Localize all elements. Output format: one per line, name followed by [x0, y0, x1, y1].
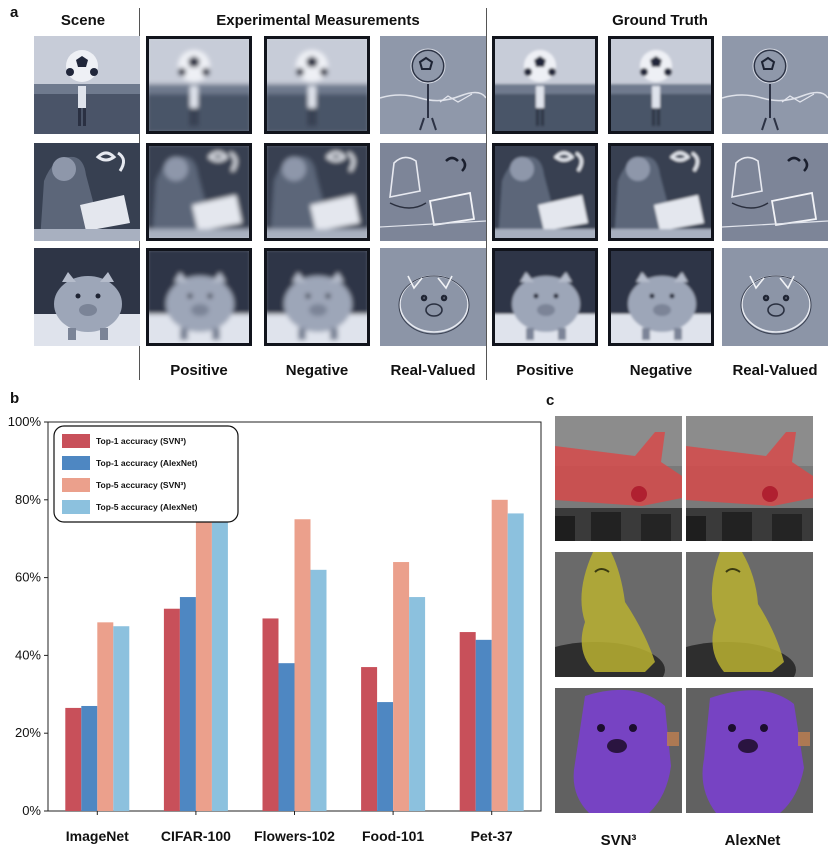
bar-pet-37-series-3 [507, 513, 524, 811]
image-tile-piggy-exp-real-valued [380, 248, 486, 346]
panel-b-label: b [10, 390, 20, 407]
legend-swatch-0 [62, 434, 90, 448]
bar-imagenet-series-3 [113, 626, 130, 811]
legend-box [53, 425, 239, 523]
x-tick-label: ImageNet [66, 828, 129, 844]
legend-swatch-2 [62, 478, 90, 492]
image-tile-laptop-exp-positive [146, 143, 252, 241]
image-tile-laptop-exp-negative [264, 143, 370, 241]
bar-flowers-102-series-3 [310, 569, 327, 811]
legend-swatch-1 [62, 456, 90, 470]
bar-cifar-100-series-2 [195, 503, 212, 811]
image-tile-laptop-scene [34, 143, 140, 241]
x-tick-label: Food-101 [362, 828, 424, 844]
image-tile-soccer-scene [34, 36, 140, 134]
legend-label-3: Top-5 accuracy (AlexNet) [96, 502, 198, 512]
bar-food-101-series-1 [377, 702, 394, 811]
x-tick-label: CIFAR-100 [161, 828, 231, 844]
bar-imagenet-series-0 [65, 707, 82, 811]
separator-ground-truth [486, 8, 487, 380]
image-tile-soccer-gt-real-valued [722, 36, 828, 134]
legend-label-1: Top-1 accuracy (AlexNet) [96, 458, 198, 468]
y-tick-label: 20% [15, 725, 41, 740]
col-label-negative-exp: Negative [285, 362, 349, 379]
seg-col-label-svn: SVN³ [600, 832, 637, 849]
experimental-measurements-title: Experimental Measurements [216, 12, 420, 29]
bar-food-101-series-0 [361, 667, 378, 811]
bar-pet-37-series-2 [491, 499, 508, 811]
bar-pet-37-series-0 [459, 632, 476, 811]
bar-pet-37-series-1 [475, 639, 492, 811]
segmentation-tile-airplane-alexnet [686, 416, 813, 541]
bar-food-101-series-3 [409, 597, 426, 811]
image-tile-laptop-exp-real-valued [380, 143, 486, 241]
bar-food-101-series-2 [393, 562, 410, 811]
segmentation-tile-bird-alexnet [686, 552, 813, 677]
segmentation-tile-airplane-svn3 [555, 416, 682, 541]
legend-label-2: Top-5 accuracy (SVN³) [96, 480, 186, 490]
image-tile-piggy-gt-real-valued [722, 248, 828, 346]
image-tile-soccer-gt-positive [492, 36, 598, 134]
col-label-positive-gt: Positive [516, 362, 574, 379]
legend-label-0: Top-1 accuracy (SVN³) [96, 436, 186, 446]
image-tile-piggy-exp-negative [264, 248, 370, 346]
bar-imagenet-series-2 [97, 622, 114, 811]
seg-col-label-alexnet: AlexNet [724, 832, 781, 849]
panel-c-label: c [546, 392, 555, 409]
x-tick-label: Flowers-102 [254, 828, 335, 844]
bar-cifar-100-series-3 [211, 509, 228, 811]
y-tick-label: 80% [15, 492, 41, 507]
image-tile-soccer-exp-negative [264, 36, 370, 134]
panel-a-label: a [10, 4, 19, 21]
bar-flowers-102-series-2 [294, 519, 311, 811]
bar-flowers-102-series-0 [262, 618, 279, 811]
image-tile-soccer-exp-positive [146, 36, 252, 134]
image-tile-laptop-gt-real-valued [722, 143, 828, 241]
y-tick-label: 60% [15, 570, 41, 585]
col-label-positive-exp: Positive [170, 362, 228, 379]
scene-title: Scene [60, 12, 106, 29]
image-tile-piggy-gt-positive [492, 248, 598, 346]
segmentation-tile-bird-svn3 [555, 552, 682, 677]
y-tick-label: 0% [22, 803, 41, 818]
image-tile-laptop-gt-positive [492, 143, 598, 241]
image-tile-piggy-scene [34, 248, 140, 346]
segmentation-tile-dog-alexnet [686, 688, 813, 813]
y-tick-label: 40% [15, 647, 41, 662]
segmentation-tile-dog-svn3 [555, 688, 682, 813]
bar-cifar-100-series-1 [179, 597, 196, 811]
image-tile-soccer-gt-negative [608, 36, 714, 134]
bar-flowers-102-series-1 [278, 663, 295, 811]
ground-truth-title: Ground Truth [612, 12, 708, 29]
col-label-real-valued-exp: Real-Valued [390, 362, 476, 379]
legend-swatch-3 [62, 500, 90, 514]
x-tick-label: Pet-37 [471, 828, 513, 844]
y-tick-label: 100% [8, 414, 42, 429]
image-tile-piggy-exp-positive [146, 248, 252, 346]
col-label-negative-gt: Negative [629, 362, 693, 379]
bar-cifar-100-series-0 [163, 608, 180, 811]
image-tile-laptop-gt-negative [608, 143, 714, 241]
bar-imagenet-series-1 [81, 705, 98, 811]
col-label-real-valued-gt: Real-Valued [732, 362, 818, 379]
image-tile-soccer-exp-real-valued [380, 36, 486, 134]
image-tile-piggy-gt-negative [608, 248, 714, 346]
accuracy-bar-chart: 0% 20% 40% 60% 80% 100% ImageNet CIFAR-100 Flowe… [8, 414, 542, 844]
